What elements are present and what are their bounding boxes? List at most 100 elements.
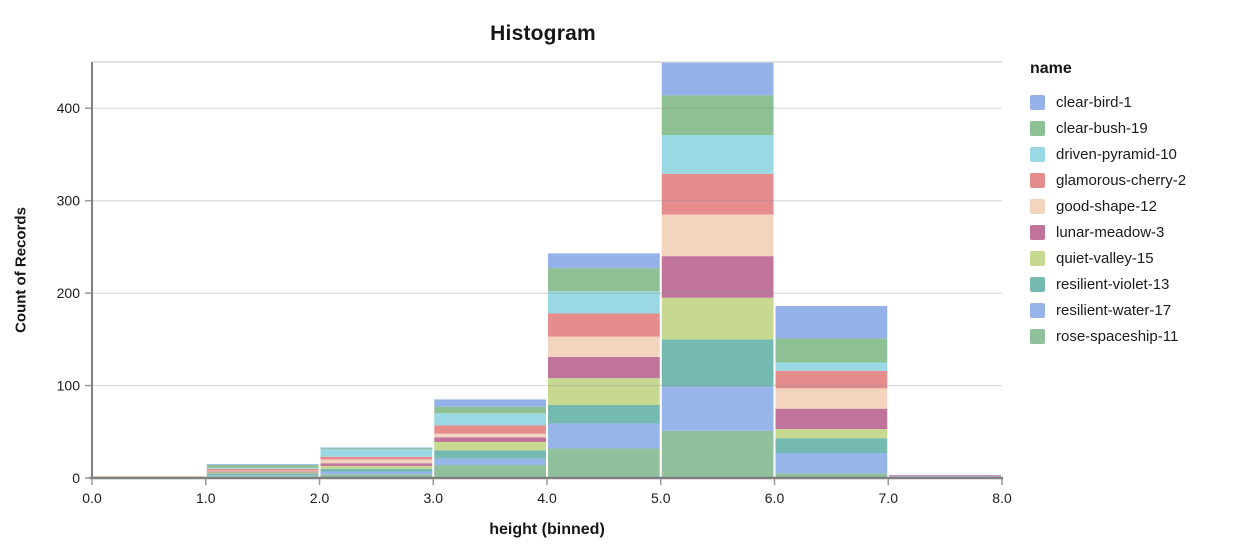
x-tick-label: 6.0 bbox=[765, 490, 785, 506]
bar-segment-driven-pyramid-10 bbox=[320, 449, 433, 457]
legend-swatch-icon bbox=[1030, 146, 1045, 162]
bar-segment-lunar-meadow-3 bbox=[661, 256, 774, 298]
x-tick-label: 4.0 bbox=[537, 490, 557, 506]
chart-title: Histogram bbox=[490, 22, 596, 45]
bar-segment-clear-bird-1 bbox=[548, 253, 660, 269]
bar-segment-driven-pyramid-10 bbox=[661, 135, 774, 174]
bar-segment-clear-bush-19 bbox=[548, 268, 660, 292]
bar-segment-good-shape-12 bbox=[206, 470, 319, 472]
bar-segment-lunar-meadow-3 bbox=[548, 356, 660, 379]
bar-segment-clear-bird-1 bbox=[661, 62, 774, 96]
bar-segment-glamorous-cherry-2 bbox=[320, 456, 433, 460]
bar-segment-lunar-meadow-3 bbox=[434, 437, 546, 442]
bar-segment-clear-bush-19 bbox=[320, 448, 433, 450]
bar-segment-resilient-violet-13 bbox=[775, 438, 888, 454]
bar-segment-driven-pyramid-10 bbox=[548, 291, 660, 314]
legend-item-lunar-meadow-3: lunar-meadow-3 bbox=[1030, 219, 1186, 245]
legend-label: good-shape-12 bbox=[1056, 197, 1157, 215]
x-tick-label: 1.0 bbox=[196, 490, 216, 506]
y-tick-label: 100 bbox=[57, 378, 81, 394]
legend: name clear-bird-1 clear-bush-19 driven-pyr… bbox=[1030, 60, 1186, 349]
bar-segment-resilient-water-17 bbox=[206, 475, 319, 477]
x-tick-label: 3.0 bbox=[424, 490, 444, 506]
x-tick-label: 5.0 bbox=[651, 490, 671, 506]
bar-segment-glamorous-cherry-2 bbox=[775, 370, 888, 389]
y-tick-label: 300 bbox=[57, 193, 81, 209]
bar-segment-good-shape-12 bbox=[548, 336, 660, 357]
bar-segment-resilient-water-17 bbox=[548, 423, 660, 449]
bar-segment-quiet-valley-15 bbox=[206, 472, 319, 474]
bar-segment-quiet-valley-15 bbox=[661, 297, 774, 340]
bar-segment-resilient-water-17 bbox=[661, 386, 774, 431]
bar-segment-driven-pyramid-10 bbox=[434, 413, 546, 426]
bar-segment-resilient-violet-13 bbox=[434, 450, 546, 459]
legend-swatch-icon bbox=[1030, 250, 1045, 266]
legend-item-quiet-valley-15: quiet-valley-15 bbox=[1030, 245, 1186, 271]
y-tick-label: 0 bbox=[72, 470, 80, 486]
bar-segment-quiet-valley-15 bbox=[548, 378, 660, 405]
legend-item-resilient-water-17: resilient-water-17 bbox=[1030, 297, 1186, 323]
legend-swatch-icon bbox=[1030, 120, 1045, 136]
legend-item-good-shape-12: good-shape-12 bbox=[1030, 193, 1186, 219]
bar-segment-resilient-violet-13 bbox=[661, 339, 774, 387]
bar-segment-clear-bird-1 bbox=[775, 306, 888, 339]
x-tick-label: 7.0 bbox=[879, 490, 899, 506]
bar-segment-rose-spaceship-11 bbox=[548, 448, 660, 478]
bar-segment-driven-pyramid-10 bbox=[206, 467, 319, 469]
bar-segment-clear-bush-19 bbox=[775, 338, 888, 363]
legend-item-driven-pyramid-10: driven-pyramid-10 bbox=[1030, 141, 1186, 167]
y-axis-title: Count of Records bbox=[12, 207, 30, 333]
x-axis-title: height (binned) bbox=[489, 521, 605, 538]
bar-segment-quiet-valley-15 bbox=[434, 441, 546, 451]
y-tick-label: 400 bbox=[57, 100, 81, 116]
legend-item-resilient-violet-13: resilient-violet-13 bbox=[1030, 271, 1186, 297]
legend-item-clear-bird-1: clear-bird-1 bbox=[1030, 89, 1186, 115]
bar-segment-glamorous-cherry-2 bbox=[206, 468, 319, 471]
bar-segment-lunar-meadow-3 bbox=[320, 463, 433, 466]
bar-segment-good-shape-12 bbox=[775, 388, 888, 409]
bar-segment-rose-spaceship-11 bbox=[434, 465, 546, 478]
legend-label: glamorous-cherry-2 bbox=[1056, 171, 1187, 189]
bar-segment-quiet-valley-15 bbox=[775, 429, 888, 439]
y-tick-label: 200 bbox=[57, 285, 81, 301]
legend-label: quiet-valley-15 bbox=[1056, 249, 1154, 267]
bar-segment-clear-bush-19 bbox=[661, 95, 774, 136]
legend-label: lunar-meadow-3 bbox=[1056, 223, 1165, 241]
bar-segment-lunar-meadow-3 bbox=[206, 471, 319, 473]
bar-segment-clear-bird-1 bbox=[320, 447, 433, 449]
legend-swatch-icon bbox=[1030, 172, 1045, 188]
bar-segment-clear-bird-1 bbox=[434, 399, 546, 407]
bar-segment-resilient-water-17 bbox=[775, 453, 888, 474]
bar-segment-clear-bush-19 bbox=[434, 406, 546, 414]
bar-segment-glamorous-cherry-2 bbox=[661, 173, 774, 215]
bar-segment-good-shape-12 bbox=[93, 476, 205, 478]
legend-swatch-icon bbox=[1030, 276, 1045, 292]
legend-item-rose-spaceship-11: rose-spaceship-11 bbox=[1030, 323, 1186, 349]
legend-swatch-icon bbox=[1030, 94, 1045, 110]
bar-segment-lunar-meadow-3 bbox=[889, 475, 1001, 477]
legend-swatch-icon bbox=[1030, 198, 1045, 214]
bar-segment-quiet-valley-15 bbox=[320, 465, 433, 469]
legend-label: driven-pyramid-10 bbox=[1056, 145, 1177, 163]
bar-segment-resilient-water-17 bbox=[434, 458, 546, 466]
bar-segment-good-shape-12 bbox=[434, 433, 546, 438]
legend-item-list: clear-bird-1 clear-bush-19 driven-pyramid-… bbox=[1030, 89, 1186, 349]
legend-label: rose-spaceship-11 bbox=[1056, 327, 1179, 345]
legend-swatch-icon bbox=[1030, 224, 1045, 240]
legend-label: resilient-violet-13 bbox=[1056, 275, 1170, 293]
x-tick-label: 2.0 bbox=[310, 490, 330, 506]
bar-segment-clear-bird-1 bbox=[206, 464, 319, 466]
legend-label: resilient-water-17 bbox=[1056, 301, 1172, 319]
legend-label: clear-bush-19 bbox=[1056, 119, 1148, 137]
bar-segment-rose-spaceship-11 bbox=[775, 473, 888, 478]
bar-segment-resilient-violet-13 bbox=[320, 468, 433, 472]
bar-segment-good-shape-12 bbox=[320, 459, 433, 464]
bar-segment-glamorous-cherry-2 bbox=[548, 313, 660, 337]
bar-segment-driven-pyramid-10 bbox=[775, 362, 888, 371]
legend-swatch-icon bbox=[1030, 302, 1045, 318]
x-tick-label: 0.0 bbox=[82, 490, 102, 506]
bar-segment-glamorous-cherry-2 bbox=[434, 425, 546, 434]
legend-item-glamorous-cherry-2: glamorous-cherry-2 bbox=[1030, 167, 1186, 193]
